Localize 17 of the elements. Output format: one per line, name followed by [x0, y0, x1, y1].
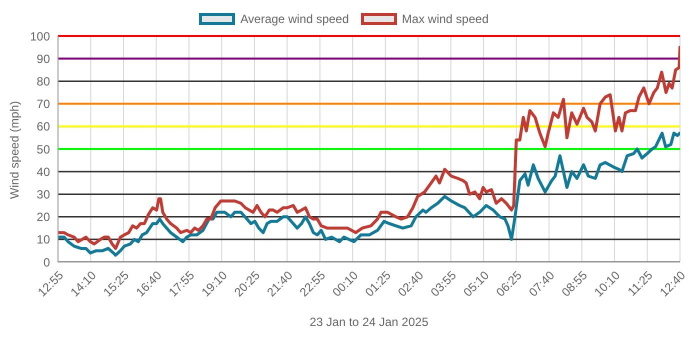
y-tick-label: 20: [36, 210, 50, 224]
legend-label: Max wind speed: [402, 12, 489, 26]
x-axis-title: 23 Jan to 24 Jan 2025: [310, 315, 429, 329]
line-series: [58, 132, 680, 257]
y-tick-label: 40: [36, 164, 50, 179]
y-tick-label: 100: [30, 29, 50, 44]
line-series: [58, 46, 680, 250]
y-tick-label: 80: [36, 74, 50, 88]
y-tick-label: 10: [36, 232, 50, 247]
legend-label: Average wind speed: [240, 12, 349, 26]
y-tick-label: 30: [36, 187, 50, 202]
y-tick-label: 50: [36, 142, 50, 156]
y-tick-label: 70: [36, 97, 50, 112]
y-tick-label: 90: [36, 52, 50, 66]
y-axis-title: Wind speed (mph): [7, 100, 22, 199]
y-tick-label: 60: [36, 120, 50, 134]
y-tick-label: 0: [43, 255, 50, 270]
